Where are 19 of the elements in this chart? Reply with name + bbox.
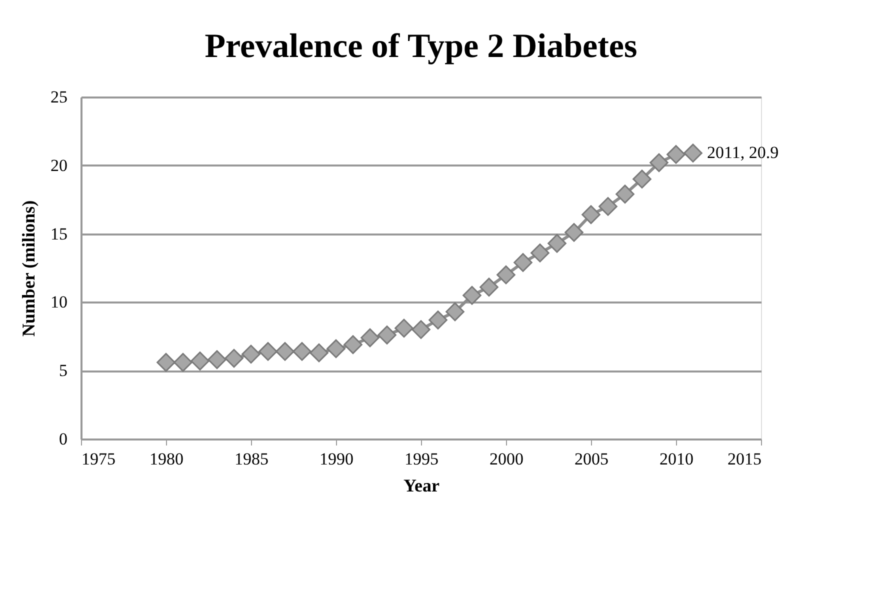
x-tick-label: 1975 (82, 450, 116, 468)
x-tick-label: 2010 (660, 450, 694, 468)
y-tick-label: 0 (59, 430, 68, 448)
x-tick-label: 1990 (320, 450, 354, 468)
data-label: 2011, 20.9 (707, 143, 779, 162)
y-axis-title: Number (milions) (18, 200, 38, 337)
x-axis-title: Year (404, 476, 440, 496)
x-tick-label: 2005 (574, 450, 608, 468)
y-tick-label: 10 (50, 292, 68, 312)
chart-title: Prevalence of Type 2 Diabetes (204, 28, 638, 65)
x-tick-label: 2000 (490, 450, 524, 468)
x-tick-label: 1980 (150, 450, 184, 468)
y-tick-label: 20 (50, 156, 68, 175)
y-tick-label: 15 (50, 224, 68, 244)
x-tick-label: 1995 (404, 450, 438, 468)
y-tick-label: 25 (50, 88, 68, 106)
y-tick-label: 5 (59, 361, 68, 380)
x-tick-label: 2015 (728, 450, 762, 468)
x-tick-label: 1985 (234, 450, 268, 468)
